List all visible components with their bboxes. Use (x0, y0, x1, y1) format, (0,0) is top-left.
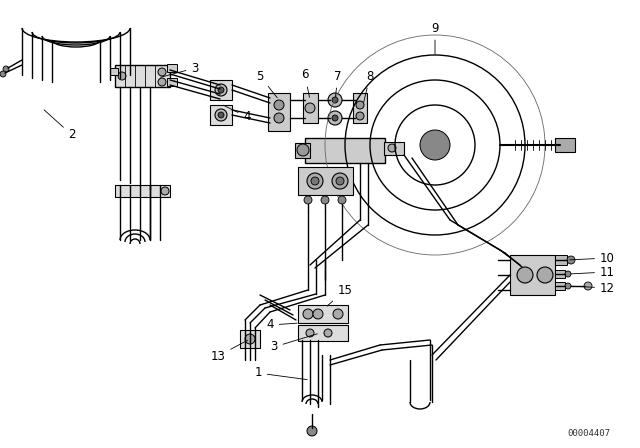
Circle shape (158, 78, 166, 86)
Circle shape (218, 87, 224, 93)
Circle shape (218, 112, 224, 118)
Bar (210, 105, 232, 125)
Circle shape (328, 111, 342, 125)
Bar (303, 93, 318, 123)
Text: 3: 3 (270, 334, 317, 353)
Bar (115, 185, 170, 197)
Circle shape (307, 426, 317, 436)
Bar (555, 270, 565, 278)
Text: 10: 10 (570, 251, 615, 264)
Circle shape (537, 267, 553, 283)
Bar (353, 93, 367, 123)
Circle shape (118, 72, 126, 80)
Circle shape (584, 282, 592, 290)
Circle shape (324, 329, 332, 337)
Circle shape (565, 283, 571, 289)
Bar (167, 64, 177, 72)
Text: 8: 8 (364, 69, 374, 102)
Text: 2: 2 (44, 110, 76, 142)
Circle shape (332, 115, 338, 121)
Text: 1: 1 (254, 366, 307, 379)
Circle shape (245, 334, 255, 344)
Circle shape (311, 177, 319, 185)
Circle shape (307, 173, 323, 189)
Bar (295, 143, 310, 158)
Circle shape (517, 267, 533, 283)
Circle shape (274, 100, 284, 110)
Circle shape (338, 196, 346, 204)
Circle shape (215, 84, 227, 96)
Text: 6: 6 (301, 69, 310, 97)
Bar (240, 330, 260, 348)
Circle shape (306, 329, 314, 337)
Circle shape (336, 177, 344, 185)
Text: 9: 9 (431, 22, 439, 54)
Text: 3: 3 (161, 61, 198, 77)
Circle shape (321, 196, 329, 204)
Circle shape (333, 309, 343, 319)
Bar (298, 325, 348, 341)
Circle shape (388, 144, 396, 152)
Circle shape (304, 196, 312, 204)
Text: 4: 4 (266, 319, 297, 332)
Circle shape (215, 109, 227, 121)
Text: 00004407: 00004407 (567, 429, 610, 438)
Circle shape (303, 309, 313, 319)
Circle shape (332, 173, 348, 189)
Bar (298, 167, 353, 195)
Bar (384, 142, 404, 155)
Bar (167, 78, 177, 86)
Circle shape (0, 71, 6, 77)
Bar (110, 68, 118, 75)
Circle shape (328, 93, 342, 107)
Circle shape (297, 144, 309, 156)
Text: 15: 15 (327, 284, 353, 306)
Circle shape (356, 112, 364, 120)
Bar (555, 255, 567, 265)
Bar (210, 80, 232, 100)
Text: 5: 5 (256, 69, 277, 98)
Text: 13: 13 (211, 340, 248, 362)
Circle shape (567, 256, 575, 264)
Bar (305, 138, 385, 163)
Circle shape (565, 271, 571, 277)
Circle shape (3, 66, 9, 72)
Circle shape (274, 113, 284, 123)
Bar (510, 255, 555, 295)
Circle shape (313, 309, 323, 319)
Bar (298, 305, 348, 323)
Bar (555, 138, 575, 152)
Text: 11: 11 (571, 266, 615, 279)
Circle shape (161, 187, 169, 195)
Circle shape (158, 68, 166, 76)
Circle shape (356, 101, 364, 109)
Text: 7: 7 (334, 69, 342, 97)
Circle shape (420, 130, 450, 160)
Bar (555, 282, 565, 290)
Circle shape (305, 103, 315, 113)
Bar (115, 65, 170, 87)
Text: 12: 12 (571, 281, 615, 294)
Circle shape (332, 97, 338, 103)
Bar (268, 93, 290, 131)
Text: 4: 4 (223, 105, 251, 124)
